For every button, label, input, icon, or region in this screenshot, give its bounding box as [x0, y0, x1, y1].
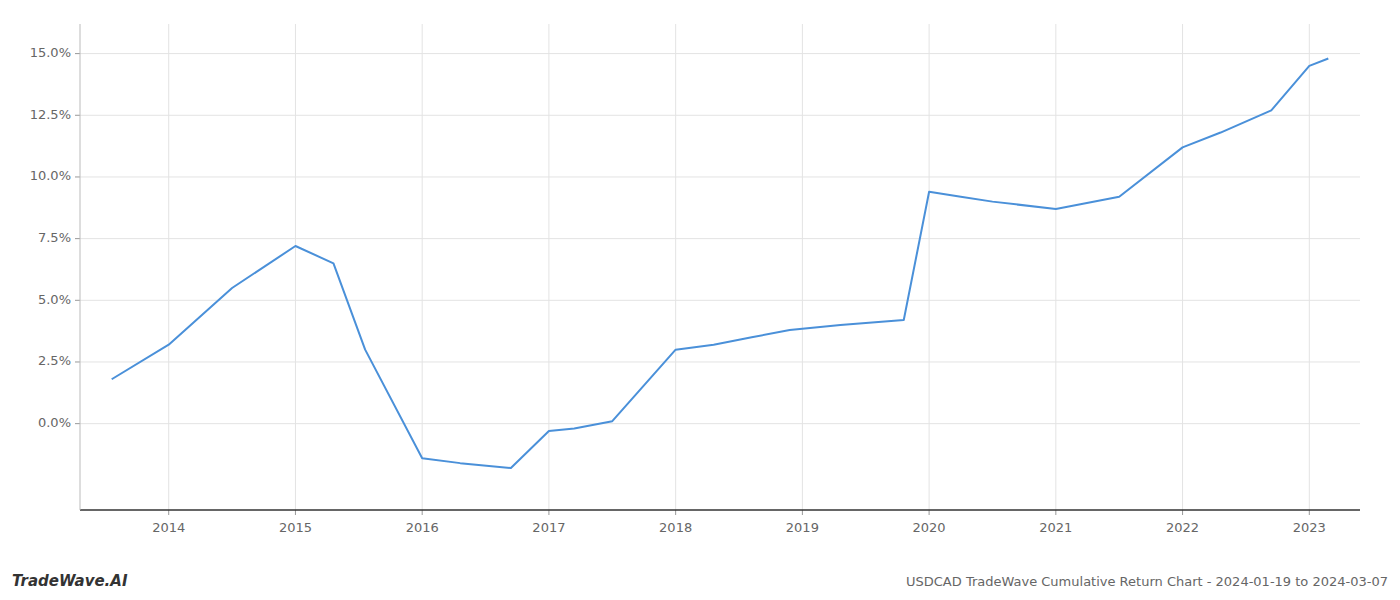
x-grid-line [675, 24, 676, 510]
x-tick-label: 2016 [406, 520, 439, 535]
y-tick-label: 10.0% [30, 168, 71, 183]
y-tick-label: 0.0% [38, 415, 71, 430]
axes: 0.0% 2.5% 5.0% 7.5% 10.0% 12.5% 15.0% 2014 2015 2… [30, 24, 1360, 535]
y-grid-line [80, 423, 1360, 424]
y-tick-label: 12.5% [30, 107, 71, 122]
y-tick-label: 5.0% [38, 292, 71, 307]
y-tick [75, 300, 80, 301]
x-tick-label: 2014 [152, 520, 185, 535]
x-grid-line [802, 24, 803, 510]
y-grid-line [80, 53, 1360, 54]
y-axis-line [80, 24, 81, 510]
y-grid-line [80, 176, 1360, 177]
y-tick [75, 176, 80, 177]
y-tick-label: 2.5% [38, 353, 71, 368]
chart-container: 0.0% 2.5% 5.0% 7.5% 10.0% 12.5% 15.0% 2014 2015 2… [0, 0, 1400, 600]
x-tick-label: 2020 [913, 520, 946, 535]
y-tick-label: 7.5% [38, 230, 71, 245]
x-tick-label: 2017 [532, 520, 565, 535]
y-grid-line [80, 361, 1360, 362]
x-grid-line [422, 24, 423, 510]
x-tick-label: 2019 [786, 520, 819, 535]
y-tick [75, 361, 80, 362]
x-grid-line [295, 24, 296, 510]
x-tick-label: 2022 [1166, 520, 1199, 535]
x-grid-line [929, 24, 930, 510]
x-grid-line [168, 24, 169, 510]
y-tick [75, 423, 80, 424]
x-tick-label: 2015 [279, 520, 312, 535]
x-axis-line [80, 509, 1360, 511]
y-tick [75, 53, 80, 54]
chart-svg: 0.0% 2.5% 5.0% 7.5% 10.0% 12.5% 15.0% 2014 2015 2… [0, 0, 1400, 600]
x-tick-label: 2018 [659, 520, 692, 535]
y-tick [75, 115, 80, 116]
x-grid-line [1309, 24, 1310, 510]
data-line [112, 59, 1329, 469]
grid [80, 24, 1360, 510]
y-grid-line [80, 300, 1360, 301]
y-tick-label: 15.0% [30, 45, 71, 60]
x-tick-label: 2023 [1293, 520, 1326, 535]
watermark: TradeWave.AI [12, 572, 128, 590]
y-grid-line [80, 115, 1360, 116]
x-grid-line [1182, 24, 1183, 510]
chart-title: USDCAD TradeWave Cumulative Return Chart… [906, 574, 1388, 589]
y-tick [75, 238, 80, 239]
y-grid-line [80, 238, 1360, 239]
x-grid-line [548, 24, 549, 510]
data-layer [112, 59, 1329, 469]
x-tick-label: 2021 [1039, 520, 1072, 535]
x-grid-line [1055, 24, 1056, 510]
